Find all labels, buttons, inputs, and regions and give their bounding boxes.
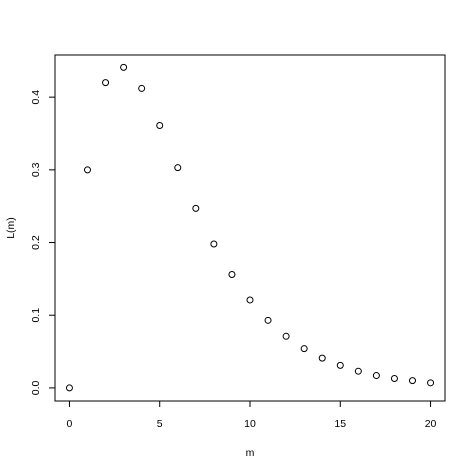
data-point xyxy=(84,166,91,174)
data-point xyxy=(336,361,344,369)
data-point xyxy=(65,384,73,392)
y-axis: 0.0 0.1 0.2 0.3 0.4 xyxy=(30,90,56,395)
y-tick-label: 0.2 xyxy=(30,235,42,250)
data-point xyxy=(409,377,416,385)
x-tick-label: 10 xyxy=(244,418,256,430)
data-point xyxy=(427,379,435,387)
data-point xyxy=(228,271,236,279)
y-tick-label: 0.4 xyxy=(30,90,42,105)
data-point xyxy=(300,345,308,353)
data-point xyxy=(210,240,218,248)
y-tick-label: 0.1 xyxy=(30,308,42,323)
y-axis-label: L(m) xyxy=(5,217,17,239)
data-point xyxy=(246,296,254,304)
plot-frame xyxy=(54,54,446,402)
y-tick-label: 0.3 xyxy=(30,162,42,177)
data-point xyxy=(390,374,398,382)
data-point xyxy=(156,122,164,130)
data-points xyxy=(65,63,435,392)
x-tick-label: 5 xyxy=(157,418,163,430)
data-point xyxy=(354,367,362,375)
data-point xyxy=(372,372,380,380)
data-point xyxy=(282,332,290,340)
x-axis-label: m xyxy=(246,447,255,459)
x-tick-label: 15 xyxy=(334,418,346,430)
x-axis: 0 5 10 15 20 xyxy=(67,400,437,430)
data-point xyxy=(318,354,326,362)
x-tick-label: 20 xyxy=(425,418,437,430)
data-point xyxy=(120,63,128,71)
data-point xyxy=(192,204,200,212)
x-tick-label: 0 xyxy=(67,418,73,430)
data-point xyxy=(264,316,272,324)
data-point xyxy=(174,164,182,172)
data-point xyxy=(102,79,110,87)
y-tick-label: 0.0 xyxy=(30,380,42,395)
data-point xyxy=(138,84,146,92)
